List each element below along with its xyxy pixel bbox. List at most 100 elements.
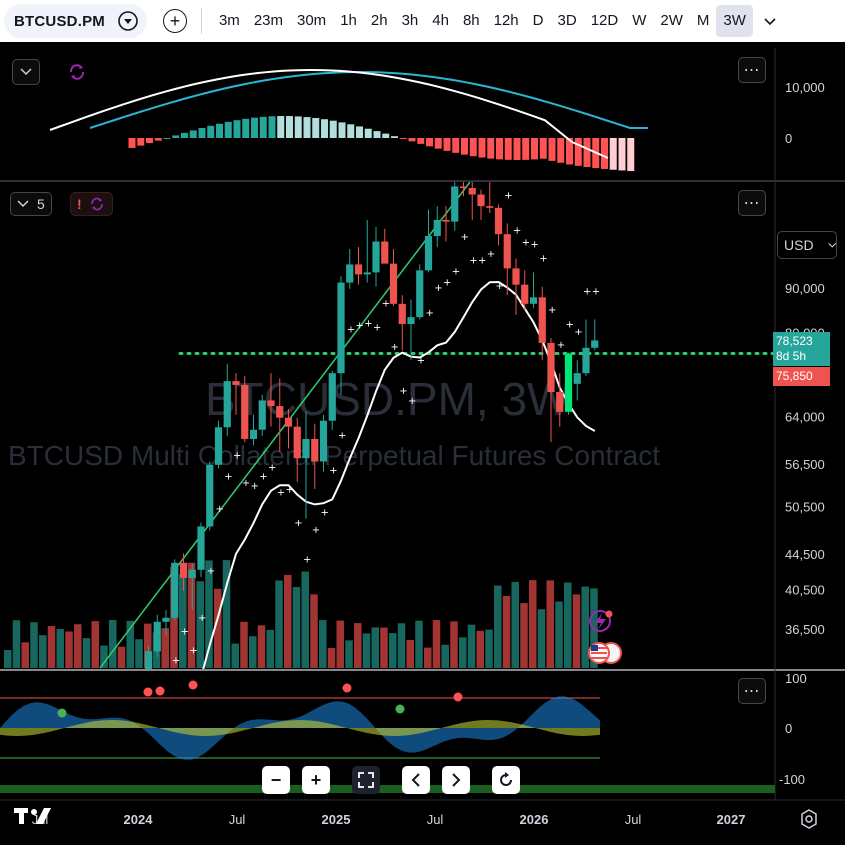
candle-body (582, 347, 590, 374)
candle-body (110, 689, 117, 703)
timeframe-8h[interactable]: 8h (462, 12, 480, 29)
candle-body (249, 429, 258, 439)
candle-body (381, 241, 389, 264)
volume-bar (450, 621, 458, 668)
volume-bar (389, 633, 397, 668)
timeframe-2h[interactable]: 2h (370, 12, 388, 29)
parabolic-sar-dot: + (111, 744, 119, 755)
chart-canvas[interactable]: BTCUSD.PM, 3W BTCUSD Multi Collateral Pe… (0, 42, 845, 845)
volume-bar (546, 580, 554, 668)
volume-bar (214, 588, 222, 668)
volume-bar (275, 580, 283, 668)
price-axis-label: 44,500 (785, 547, 825, 562)
timeframe-1h[interactable]: 1h (340, 12, 357, 29)
parabolic-sar-dot: + (574, 327, 582, 338)
volume-bar (179, 574, 187, 668)
fullscreen-button[interactable] (352, 766, 380, 794)
oscillator-axis-label: 100 (785, 671, 807, 686)
parabolic-sar-dot: + (329, 466, 337, 477)
timeframe-d[interactable]: D (532, 12, 544, 29)
oscillator-signal-dot (395, 704, 405, 714)
candle-body (512, 268, 520, 285)
price-axis[interactable]: 100,00090,00080,00064,00056,50050,50044,… (785, 241, 832, 637)
timeframe-3m[interactable]: 3m (218, 12, 240, 29)
parabolic-sar-dot: + (356, 320, 364, 331)
macd-histogram-bar (224, 121, 232, 138)
timeframe-w[interactable]: W (632, 12, 647, 29)
compare-add-icon[interactable]: + (162, 9, 187, 33)
candle-body (372, 241, 380, 273)
scroll-left-button[interactable] (402, 766, 430, 794)
macd-signal-line (89, 70, 648, 129)
symbol-search-button[interactable]: BTCUSD.PM (4, 4, 147, 38)
parabolic-sar-dot: + (434, 283, 442, 294)
indicators-legend-toggle[interactable]: 5 (10, 192, 52, 216)
oscillator-signal-dot (188, 680, 198, 690)
pane-more-button[interactable]: ⋯ (738, 190, 766, 216)
parabolic-sar-dot: + (461, 232, 469, 243)
macd-histogram-bar (373, 131, 381, 138)
candle-body (363, 272, 371, 275)
parabolic-sar-dot: + (119, 800, 127, 811)
volume-bar (354, 623, 362, 668)
macd-histogram-bar (566, 138, 573, 165)
timeframe-2w[interactable]: 2W (660, 12, 683, 29)
chart-area[interactable]: BTCUSD.PM, 3W BTCUSD Multi Collateral Pe… (0, 42, 845, 845)
candle-body (416, 270, 424, 318)
macd-histogram-bar (154, 138, 162, 141)
parabolic-sar-dot: + (172, 656, 180, 667)
macd-indicator (49, 68, 648, 172)
timeframe-23m[interactable]: 23m (253, 12, 283, 29)
candle-body (442, 219, 450, 222)
parabolic-sar-dot: + (207, 566, 215, 577)
gear-icon[interactable] (798, 808, 820, 830)
macd-histogram-bar (443, 138, 451, 151)
volume-bar (345, 640, 353, 668)
symbol-info-icon[interactable] (117, 10, 139, 32)
timeframe-3w[interactable]: 3W (716, 5, 753, 37)
timeframe-m[interactable]: M (696, 12, 710, 29)
timeframe-4h[interactable]: 4h (432, 12, 449, 29)
zoom-in-button[interactable]: + (302, 766, 330, 794)
pane-more-button[interactable]: ⋯ (738, 678, 766, 704)
macd-histogram-bar (426, 138, 433, 147)
zoom-out-button[interactable]: − (262, 766, 290, 794)
event-notification-dot (605, 610, 613, 618)
candle-body (214, 427, 223, 465)
volume-bar (380, 627, 388, 668)
macd-histogram-bar (137, 138, 145, 146)
refresh-icon[interactable] (66, 61, 88, 83)
timeframe-3d[interactable]: 3D (557, 12, 577, 29)
parabolic-sar-dot: + (478, 256, 486, 267)
candle-body (538, 297, 546, 343)
volume-bar (21, 642, 29, 668)
timeframe-30m[interactable]: 30m (297, 12, 327, 29)
volume-bar (581, 586, 589, 668)
scroll-right-button[interactable] (442, 766, 470, 794)
timeframe-12h[interactable]: 12h (493, 12, 519, 29)
candle-body (337, 282, 345, 374)
moving-average-line (202, 280, 596, 669)
candle-body (276, 406, 284, 418)
indicator-status-pill[interactable]: ! (70, 192, 113, 216)
pane-collapse-button[interactable] (12, 59, 40, 85)
chevron-down-icon[interactable] (761, 12, 779, 30)
candle-body (162, 617, 170, 622)
parabolic-sar-dot: + (513, 225, 521, 236)
pane-more-button[interactable]: ⋯ (738, 57, 766, 83)
time-axis-label: 2025 (322, 812, 351, 827)
time-axis[interactable]: Jul2024Jul2025Jul2026Jul2027 (32, 812, 746, 827)
currency-selector[interactable]: USD (777, 231, 837, 259)
macd-histogram-bar (548, 138, 556, 161)
macd-histogram-bar (189, 130, 197, 138)
time-axis-label: 2027 (717, 812, 746, 827)
timeframe-3h[interactable]: 3h (401, 12, 419, 29)
overlay-lines (99, 182, 775, 669)
macd-histogram-bar (198, 128, 206, 138)
volume-bar (82, 638, 91, 668)
reset-chart-button[interactable] (492, 766, 520, 794)
tradingview-logo[interactable] (14, 806, 54, 828)
parabolic-sar-dot: + (181, 627, 189, 638)
lightning-event-icon[interactable] (589, 610, 611, 632)
timeframe-12d[interactable]: 12D (590, 12, 619, 29)
